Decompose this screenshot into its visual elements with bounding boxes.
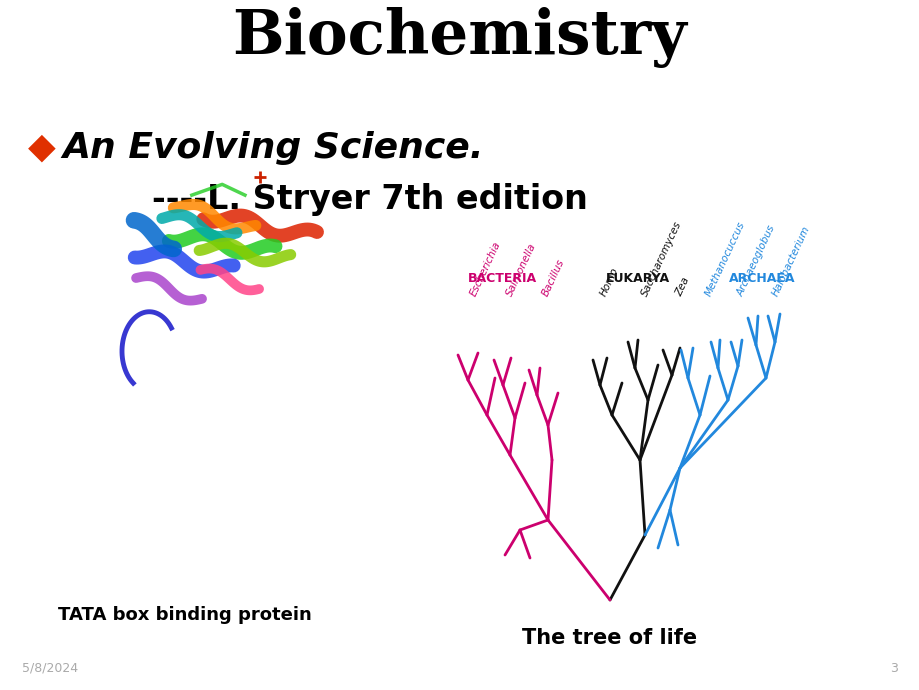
Text: ◆: ◆	[28, 131, 56, 165]
Text: Archaeoglobus: Archaeoglobus	[734, 224, 776, 298]
Text: ARCHAEA: ARCHAEA	[728, 271, 794, 284]
Text: 3: 3	[890, 662, 897, 675]
Text: BACTERIA: BACTERIA	[467, 271, 536, 284]
Text: Methanocuccus: Methanocuccus	[702, 220, 745, 298]
Text: EUKARYA: EUKARYA	[606, 271, 669, 284]
Text: Salmonella: Salmonella	[505, 241, 538, 298]
Text: ----L. Stryer 7th edition: ----L. Stryer 7th edition	[152, 184, 587, 217]
Text: 5/8/2024: 5/8/2024	[22, 662, 78, 675]
Text: Bacillus: Bacillus	[539, 257, 565, 298]
Text: Zea: Zea	[674, 276, 691, 298]
Text: Escherichia: Escherichia	[468, 240, 502, 298]
Text: Halobacterium: Halobacterium	[769, 224, 811, 298]
Text: Saccharomyces: Saccharomyces	[640, 219, 683, 298]
Text: Homo: Homo	[597, 266, 619, 298]
Text: TATA box binding protein: TATA box binding protein	[58, 606, 312, 624]
Text: An Evolving Science.: An Evolving Science.	[62, 131, 483, 165]
Text: Biochemistry: Biochemistry	[233, 8, 686, 68]
Text: The tree of life: The tree of life	[522, 628, 697, 648]
